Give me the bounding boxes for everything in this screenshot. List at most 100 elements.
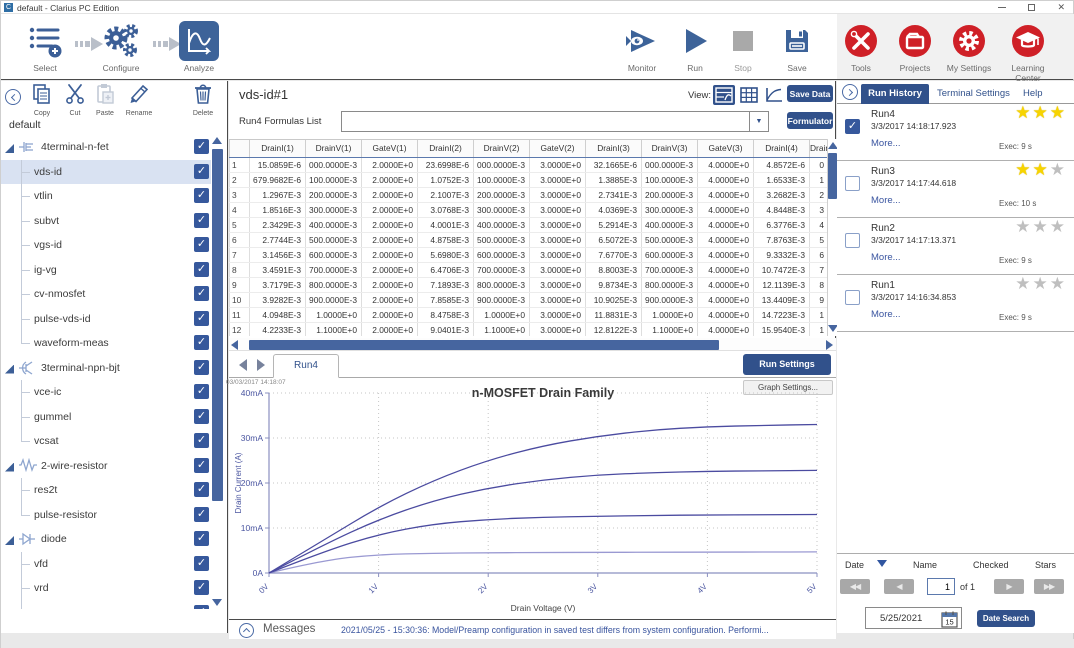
save-data-button[interactable]: Save Data <box>787 85 833 102</box>
page-number-input[interactable] <box>927 578 955 595</box>
column-header-DrainI(2)[interactable]: DrainI(2) <box>417 140 474 158</box>
stop-button[interactable]: Stop <box>715 21 771 73</box>
tree-item-checkbox[interactable]: ✓ <box>194 604 209 609</box>
tab-terminal-settings[interactable]: Terminal Settings <box>937 88 1010 99</box>
tree-item-checkbox[interactable]: ✓ <box>194 163 209 179</box>
last-page-button[interactable]: ▶▶ <box>1034 579 1064 594</box>
tree-item-res2t[interactable]: res2t ✓ <box>1 478 211 503</box>
tree-item-4terminal-n-fet[interactable]: 4terminal-n-fet ✓ <box>1 135 211 160</box>
run-checkbox[interactable]: ✓ <box>845 119 860 134</box>
expand-icon[interactable] <box>5 364 14 374</box>
collapse-panel-button[interactable] <box>5 89 21 105</box>
tree-item-checkbox[interactable]: ✓ <box>194 457 209 473</box>
run-entry-Run4[interactable]: ✓ Run4 3/3/2017 14:18:17.923 More... ★★★ Exec… <box>837 103 1074 161</box>
tree-item-checkbox[interactable]: ✓ <box>194 188 209 203</box>
configure-step[interactable]: Configure <box>93 21 149 73</box>
column-header-Drain[interactable]: Drain <box>809 140 827 158</box>
table-scrollbar-thumb[interactable] <box>828 153 837 199</box>
column-header-DrainI(4)[interactable]: DrainI(4) <box>753 140 810 158</box>
table-row[interactable]: 11 4.0948E-3 1.0000E+0 2.0000E+0 8.4758E-3 1.… <box>229 307 827 323</box>
run-entry-Run2[interactable]: Run2 3/3/2017 14:17:13.371 More... ★★★ Exec:… <box>837 217 1074 275</box>
tree-scrollbar-thumb[interactable] <box>212 149 223 501</box>
column-header-GateV(3)[interactable]: GateV(3) <box>697 140 754 158</box>
monitor-button[interactable]: Monitor <box>614 21 670 73</box>
run-checkbox[interactable] <box>845 233 860 248</box>
formulas-input[interactable] <box>342 112 748 131</box>
tree-item-vds-id[interactable]: vds-id ✓ <box>1 159 211 184</box>
collapse-messages-button[interactable] <box>239 622 254 638</box>
expand-icon[interactable] <box>5 536 14 545</box>
date-field[interactable]: 5/25/2021 15 <box>865 607 962 629</box>
tools-button[interactable]: Tools <box>833 21 889 73</box>
column-header-GateV(2)[interactable]: GateV(2) <box>529 140 586 158</box>
tree-item-waveform-meas[interactable]: waveform-meas ✓ <box>1 331 211 356</box>
tree-item-pulse-vds-id[interactable]: pulse-vds-id ✓ <box>1 306 211 331</box>
tree-item-checkbox[interactable]: ✓ <box>194 310 209 326</box>
star-icon[interactable]: ★ <box>1049 160 1067 179</box>
tree-item-subvt[interactable]: subvt ✓ <box>1 208 211 233</box>
column-header-DrainV(2)[interactable]: DrainV(2) <box>473 140 530 158</box>
star-icon[interactable]: ★ <box>1032 274 1050 293</box>
star-icon[interactable]: ★ <box>1032 103 1050 122</box>
graph-settings-button[interactable]: Graph Settings... <box>743 380 833 395</box>
table-row[interactable]: 7 3.1456E-3 600.0000E-3 2.0000E+0 5.6980E-3 6… <box>229 247 827 263</box>
tree-item-checkbox[interactable]: ✓ <box>194 237 209 252</box>
table-row[interactable]: 8 3.4591E-3 700.0000E-3 2.0000E+0 6.4706E-3 7… <box>229 262 827 278</box>
run-entry-Run1[interactable]: Run1 3/3/2017 14:16:34.853 More... ★★★ Exec:… <box>837 274 1074 332</box>
sort-direction-icon[interactable] <box>877 560 887 567</box>
tree-item-checkbox[interactable]: ✓ <box>194 433 209 448</box>
table-horizontal-scrollbar[interactable] <box>229 338 836 351</box>
my-settings-button[interactable]: My Settings <box>941 21 997 73</box>
tree-item-vfd[interactable]: vfd ✓ <box>1 551 211 576</box>
tree-item-cv-nmosfet[interactable]: cv-nmosfet ✓ <box>1 282 211 307</box>
star-icon[interactable]: ★ <box>1049 274 1067 293</box>
expand-icon[interactable] <box>5 462 14 472</box>
table-row[interactable]: 4 1.8516E-3 300.0000E-3 2.0000E+0 3.0768E-3 3… <box>229 202 827 218</box>
previous-page-button[interactable]: ◀ <box>884 579 914 594</box>
run-checkbox[interactable] <box>845 290 860 305</box>
tree-item-vgs-id[interactable]: vgs-id ✓ <box>1 233 211 258</box>
tree-item-partial[interactable]: ✓ <box>1 600 211 609</box>
select-step[interactable]: Select <box>17 21 73 73</box>
sort-stars-button[interactable]: Stars <box>1035 560 1057 570</box>
tree-item-checkbox[interactable]: ✓ <box>194 335 209 350</box>
tree-item-checkbox[interactable]: ✓ <box>194 261 209 277</box>
table-row[interactable]: 10 3.9282E-3 900.0000E-3 2.0000E+0 7.8585E-3… <box>229 292 827 308</box>
star-icon[interactable]: ★ <box>1049 217 1067 236</box>
table-row[interactable]: 9 3.7179E-3 800.0000E-3 2.0000E+0 7.1893E-3 8… <box>229 277 827 293</box>
learning-center-button[interactable]: Learning Center <box>1000 21 1056 83</box>
tab-next-icon[interactable] <box>257 359 265 371</box>
run-checkbox[interactable] <box>845 176 860 191</box>
tree-scrollbar[interactable] <box>212 135 223 609</box>
tab-run-history[interactable]: Run History <box>861 84 929 104</box>
tree-item-gummel[interactable]: gummel ✓ <box>1 404 211 429</box>
view-graph-button[interactable] <box>763 85 785 105</box>
star-icon[interactable]: ★ <box>1015 160 1033 179</box>
star-icon[interactable]: ★ <box>1032 160 1050 179</box>
table-row[interactable]: 6 2.7744E-3 500.0000E-3 2.0000E+0 4.8758E-3 5… <box>229 232 827 248</box>
cut-button[interactable]: Cut <box>63 83 87 117</box>
column-header-DrainI(1)[interactable]: DrainI(1) <box>249 140 306 158</box>
star-icon[interactable]: ★ <box>1032 217 1050 236</box>
expand-icon[interactable] <box>5 144 14 153</box>
run-more-link[interactable]: More... <box>871 195 901 206</box>
star-icon[interactable]: ★ <box>1015 103 1033 122</box>
sort-checked-button[interactable]: Checked <box>973 560 1009 570</box>
table-row[interactable]: 5 2.3429E-3 400.0000E-3 2.0000E+0 4.0001E-3 4… <box>229 217 827 233</box>
sort-date-button[interactable]: Date <box>845 560 865 570</box>
tree-item-vtlin[interactable]: vtlin ✓ <box>1 184 211 209</box>
copy-button[interactable]: Copy <box>29 83 55 117</box>
column-header-GateV(1)[interactable]: GateV(1) <box>361 140 418 158</box>
tree-item-3terminal-npn-bjt[interactable]: 3terminal-npn-bjt ✓ <box>1 356 211 381</box>
tree-item-vcsat[interactable]: vcsat ✓ <box>1 429 211 454</box>
run-settings-button[interactable]: Run Settings <box>743 353 831 375</box>
tree-item-pulse-resistor[interactable]: pulse-resistor ✓ <box>1 502 211 528</box>
tree-item-checkbox[interactable]: ✓ <box>194 482 209 497</box>
maximize-icon[interactable] <box>1028 4 1036 11</box>
tree-item-vrd[interactable]: vrd ✓ <box>1 576 211 601</box>
tree-item-checkbox[interactable]: ✓ <box>194 139 209 154</box>
table-row[interactable]: 12 4.2233E-3 1.1000E+0 2.0000E+0 9.0401E-3 1.… <box>229 322 827 336</box>
formulator-button[interactable]: Formulator <box>787 112 833 129</box>
next-page-button[interactable]: ▶ <box>994 579 1024 594</box>
star-icon[interactable]: ★ <box>1015 217 1033 236</box>
